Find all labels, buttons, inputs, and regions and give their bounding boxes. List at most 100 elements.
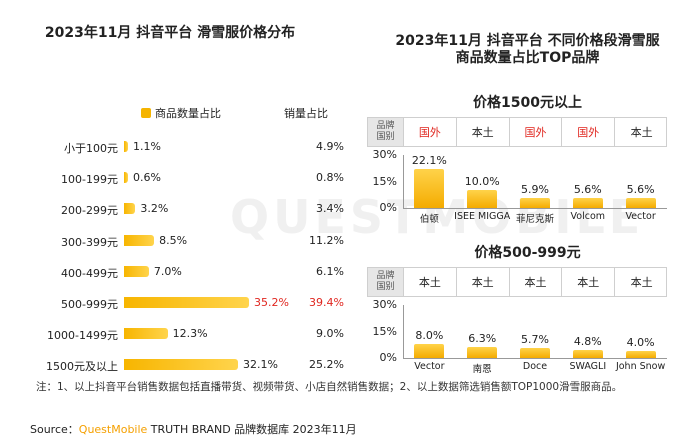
value-label: 5.6% xyxy=(573,183,602,197)
value-label: 5.6% xyxy=(626,183,655,197)
count-label: 3.2% xyxy=(140,202,169,216)
count-label: 0.6% xyxy=(133,171,161,185)
category-label: 500-999元 xyxy=(61,298,118,311)
value-bar xyxy=(414,168,445,208)
price-distribution-chart: 小于100元 1.1% 4.9% 100-199元 0.6% 0.8% 200-299元 3.… xyxy=(0,0,344,380)
table-header-text: 国别 xyxy=(376,282,395,292)
category-label: 200-299元 xyxy=(61,204,118,218)
count-label: 1.1% xyxy=(133,140,161,153)
count-label: 32.1% xyxy=(242,358,278,372)
panel2-chart: 30% 15% 0% 8.0% Vector 6.3% 南恩 5.7% Doce 4.8% SWAG… xyxy=(367,298,667,380)
source-brand: QuestMobile xyxy=(78,423,148,436)
sales-label: 11.2% xyxy=(309,233,344,247)
x-axis xyxy=(403,208,667,209)
count-label: 7.0% xyxy=(153,264,182,278)
value-bar xyxy=(625,198,656,208)
count-label: 8.5% xyxy=(159,233,188,247)
origin-cell: 本土 xyxy=(404,268,457,296)
panel2-origin-table: 品牌 国别 本土 本土 本土 本土 本土 xyxy=(367,267,667,297)
y-axis xyxy=(403,305,404,358)
category-label: 400-499元 xyxy=(61,266,118,280)
y-tick-label: 0% xyxy=(379,351,397,364)
category-label: Vector xyxy=(625,211,656,222)
value-bar xyxy=(467,190,498,208)
sales-label: 0.8% xyxy=(316,171,344,185)
sales-label: 25.2% xyxy=(309,358,344,372)
value-bar xyxy=(467,346,498,358)
category-label: Vector xyxy=(414,361,445,372)
origin-cell: 国外 xyxy=(510,118,563,146)
count-bar xyxy=(124,234,155,246)
value-bar xyxy=(520,197,550,208)
category-label: 菲尼克斯 xyxy=(515,214,554,225)
value-bar xyxy=(520,347,550,358)
sales-label: 4.9% xyxy=(316,140,344,153)
table-header-text: 品牌 xyxy=(376,271,395,281)
sales-label: 3.4% xyxy=(316,202,344,216)
count-label: 35.2% xyxy=(253,296,289,309)
count-bar xyxy=(124,359,238,371)
count-bar xyxy=(124,172,128,184)
source-line: Source：QuestMobile TRUTH BRAND 品牌数据库 202… xyxy=(30,421,357,437)
sales-label: 39.4% xyxy=(309,296,344,309)
value-label: 5.7% xyxy=(521,332,549,346)
right-title-line2: 商品数量占比TOP品牌 xyxy=(455,50,600,66)
source-rest: TRUTH BRAND 品牌数据库 2023年11月 xyxy=(147,423,357,436)
x-axis xyxy=(403,358,667,359)
origin-cell: 本土 xyxy=(510,268,563,296)
category-label: 1000-1499元 xyxy=(47,329,118,343)
legend-label: 商品数量占比 xyxy=(155,107,221,120)
y-axis xyxy=(403,155,404,208)
table-header-cell: 品牌 国别 xyxy=(368,118,404,146)
legend-swatch xyxy=(141,108,151,118)
panel1-title: 价格1500元以上 xyxy=(473,95,582,111)
count-bar xyxy=(124,297,249,308)
panel2-title: 价格500-999元 xyxy=(474,245,581,261)
panel1-chart: 30% 15% 0% 22.1% 伯顿 10.0% ISEE MIGGA 5.9% 菲尼克斯 5.… xyxy=(367,148,667,230)
origin-cell: 国外 xyxy=(404,118,457,146)
origin-cell: 本土 xyxy=(457,118,510,146)
value-bar xyxy=(625,350,656,358)
source-prefix: Source： xyxy=(30,423,79,436)
category-label: Volcom xyxy=(570,211,606,222)
value-label: 4.0% xyxy=(626,335,655,349)
count-bar xyxy=(124,328,168,340)
category-label: 小于100元 xyxy=(64,142,118,155)
category-label: John Snow xyxy=(615,361,666,372)
table-header-text: 国别 xyxy=(376,132,395,142)
y-tick-label: 30% xyxy=(372,148,397,161)
count-label: 12.3% xyxy=(172,327,208,341)
table-header-cell: 品牌 国别 xyxy=(368,268,404,296)
value-label: 10.0% xyxy=(464,175,500,189)
y-tick-label: 15% xyxy=(372,324,397,338)
y-tick-label: 15% xyxy=(372,174,397,188)
category-label: 1500元及以上 xyxy=(46,360,118,374)
y-tick-label: 30% xyxy=(372,298,397,311)
left-title: 2023年11月 抖音平台 滑雪服价格分布 xyxy=(44,25,296,41)
panel1-origin-table: 品牌 国别 国外 本土 国外 国外 本土 xyxy=(367,117,667,147)
count-bar xyxy=(124,141,128,152)
value-bar xyxy=(414,343,445,358)
table-header-text: 品牌 xyxy=(376,121,395,131)
value-label: 4.8% xyxy=(573,334,602,348)
count-bar xyxy=(124,203,136,215)
value-label: 5.9% xyxy=(521,182,549,196)
category-label: 伯顿 xyxy=(419,214,439,225)
category-label: Doce xyxy=(522,361,548,372)
value-bar xyxy=(572,349,603,358)
origin-cell: 本土 xyxy=(630,126,653,139)
footnote: 注：1、以上抖音平台销售数据包括直播带货、视频带货、小店自然销售数据；2、以上数… xyxy=(36,381,623,393)
origin-cell: 本土 xyxy=(562,268,616,296)
category-label: 100-199元 xyxy=(61,173,118,187)
col2-header: 销量占比 xyxy=(284,107,328,120)
category-label: 300-399元 xyxy=(61,235,118,249)
sales-label: 9.0% xyxy=(316,327,344,341)
right-title-line1: 2023年11月 抖音平台 不同价格段滑雪服 xyxy=(395,33,660,49)
value-label: 6.3% xyxy=(468,331,497,345)
origin-cell: 国外 xyxy=(562,118,616,146)
count-bar xyxy=(124,265,149,277)
sales-label: 6.1% xyxy=(316,264,344,278)
origin-cell: 本土 xyxy=(630,276,653,289)
category-label: SWAGLI xyxy=(569,361,607,372)
value-bar xyxy=(572,198,603,208)
